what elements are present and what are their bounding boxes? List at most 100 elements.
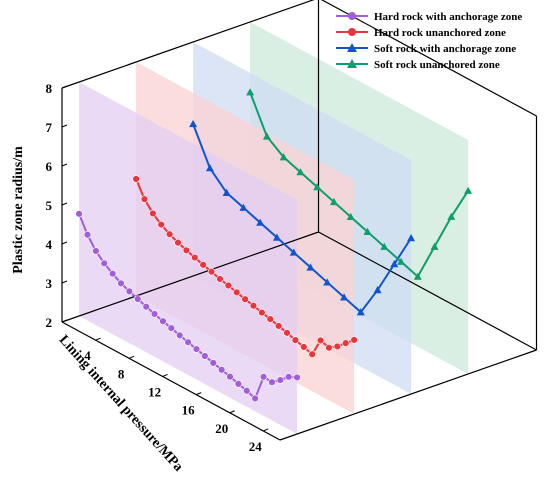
- data-point: [274, 322, 283, 330]
- data-point: [233, 288, 241, 297]
- data-point: [108, 270, 117, 278]
- data-point: [125, 287, 134, 296]
- data-point: [174, 238, 182, 247]
- data-point: [342, 339, 350, 347]
- data-point: [83, 231, 92, 239]
- data-point: [157, 220, 165, 229]
- data-point: [390, 260, 399, 268]
- z-tick: [61, 163, 68, 167]
- legend-marker: [348, 12, 356, 20]
- axes-frame: [61, 0, 538, 441]
- data-point: [313, 183, 322, 191]
- data-point: [293, 373, 301, 382]
- axis-edge: [61, 321, 281, 441]
- data-point: [159, 317, 167, 325]
- data-point: [300, 343, 308, 351]
- legend-label: Soft rock with anchorage zone: [374, 43, 516, 55]
- data-point: [259, 373, 268, 381]
- x-tick-label: 12: [148, 384, 161, 399]
- data-point: [246, 88, 255, 96]
- series-lines: [75, 88, 473, 403]
- z-tick-label: 5: [46, 198, 53, 213]
- data-point: [251, 394, 259, 403]
- x-tick: [263, 428, 269, 432]
- z-tick: [61, 241, 68, 245]
- data-point: [134, 295, 142, 303]
- x-tick: [95, 337, 101, 341]
- data-point: [249, 302, 258, 310]
- z-tick: [61, 124, 68, 128]
- data-point: [142, 302, 150, 311]
- data-point: [216, 275, 224, 283]
- data-point: [289, 248, 298, 256]
- legend: Hard rock with anchorage zone Hard rock u…: [336, 11, 522, 71]
- legend-marker: [348, 28, 356, 36]
- series-plane: [79, 82, 298, 434]
- x-tick-label: 8: [118, 366, 125, 381]
- data-point: [272, 233, 281, 241]
- x-tick-label: 20: [215, 421, 228, 436]
- data-point: [285, 373, 293, 381]
- data-point: [283, 329, 291, 337]
- z-tick-label: 4: [46, 237, 53, 252]
- data-point: [325, 344, 333, 352]
- legend-label: Hard rock with anchorage zone: [374, 11, 522, 23]
- data-point: [308, 350, 316, 358]
- data-point: [407, 234, 416, 242]
- data-point: [258, 308, 266, 317]
- data-point: [316, 336, 325, 345]
- axis-edge: [61, 231, 319, 323]
- z-tick: [61, 85, 68, 89]
- data-point: [239, 203, 248, 211]
- z-tick: [61, 319, 68, 323]
- data-point: [182, 246, 191, 255]
- data-point: [205, 164, 214, 172]
- x-tick-label: 24: [249, 439, 263, 454]
- data-point: [165, 230, 174, 238]
- data-point: [207, 268, 216, 276]
- z-tick-label: 3: [46, 276, 53, 291]
- data-point: [323, 278, 332, 286]
- legend-label: Hard rock unanchored zone: [374, 27, 506, 39]
- data-point: [199, 261, 207, 269]
- data-point: [464, 186, 473, 194]
- legend-marker: [347, 59, 357, 68]
- z-tick-label: 7: [46, 120, 53, 135]
- data-point: [100, 259, 108, 268]
- data-point: [209, 359, 217, 367]
- data-point: [132, 175, 140, 183]
- data-point: [363, 227, 372, 235]
- x-tick: [128, 355, 135, 359]
- data-point: [430, 242, 439, 250]
- data-point: [356, 308, 365, 316]
- data-point: [333, 342, 342, 351]
- data-point: [192, 345, 201, 353]
- data-point: [268, 378, 276, 386]
- x-tick-label: 4: [84, 348, 91, 363]
- data-point: [266, 315, 274, 323]
- z-tick-label: 2: [46, 315, 53, 330]
- data-point: [217, 366, 226, 374]
- data-point: [140, 195, 149, 203]
- data-point: [276, 376, 285, 384]
- legend-marker: [347, 43, 357, 52]
- data-point: [191, 253, 199, 262]
- tick-labels: 2 3 4 5 6 7 8 4 8 12 16 20 24: [46, 81, 263, 454]
- data-point: [243, 387, 251, 395]
- data-point: [380, 242, 389, 250]
- data-point: [241, 295, 249, 303]
- axis-edge: [279, 349, 537, 441]
- data-point: [201, 352, 209, 360]
- z-axis-title: Plastic zone radius/m: [11, 146, 26, 274]
- data-point: [222, 188, 231, 196]
- data-point: [117, 279, 125, 288]
- data-point: [397, 257, 406, 265]
- data-point: [296, 168, 305, 176]
- data-point: [256, 218, 265, 226]
- axis-edge: [61, 0, 315, 89]
- data-point: [149, 209, 157, 218]
- data-point: [413, 272, 422, 280]
- data-point: [340, 293, 349, 301]
